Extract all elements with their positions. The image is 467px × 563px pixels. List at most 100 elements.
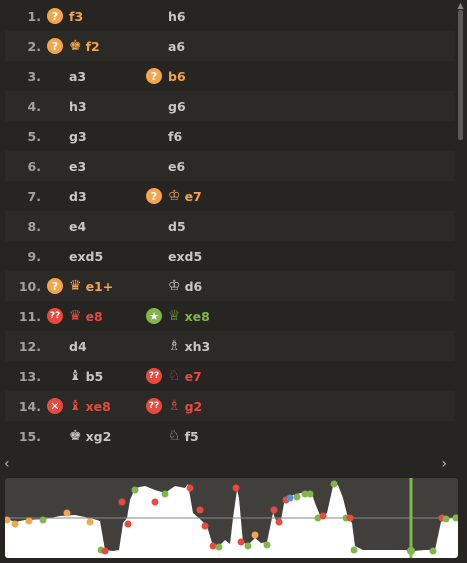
move-san: e8 — [85, 308, 103, 324]
move-san: e6 — [168, 158, 186, 174]
black-move[interactable]: ?? ♘ e7 — [146, 361, 202, 391]
piece-icon: ♚ — [69, 38, 82, 54]
black-move[interactable]: g6 — [146, 91, 186, 121]
move-number: 13. — [18, 368, 41, 384]
move-row: 2. ? ♚ f2 a6 — [5, 31, 454, 61]
piece-icon: ♝ — [69, 368, 82, 384]
piece-icon: ♔ — [168, 278, 181, 294]
move-san: exd5 — [69, 248, 104, 264]
scroll-right-chevron-icon[interactable]: › — [441, 456, 447, 472]
move-san: xh3 — [184, 338, 211, 354]
piece-icon: ♛ — [69, 278, 82, 294]
move-san: d4 — [69, 338, 87, 354]
move-row: 3. a3 ? b6 — [5, 61, 454, 91]
move-san: xe8 — [184, 308, 210, 324]
scrollbar-thumb[interactable] — [458, 10, 463, 140]
white-move[interactable]: ? ♚ f2 — [47, 31, 100, 61]
inacc-badge-icon: ? — [47, 8, 63, 24]
vertical-scrollbar[interactable]: ▲ — [454, 0, 467, 450]
black-move[interactable]: exd5 — [146, 241, 202, 271]
horizontal-scroll-controls: ‹ › — [0, 456, 467, 472]
move-number: 10. — [18, 278, 41, 294]
scroll-left-chevron-icon[interactable]: ‹ — [4, 456, 10, 472]
white-move[interactable]: d3 — [47, 181, 87, 211]
white-move[interactable]: g3 — [47, 121, 87, 151]
piece-icon: ♝ — [69, 398, 82, 414]
scroll-up-arrow-icon[interactable]: ▲ — [457, 1, 464, 10]
black-move[interactable]: h6 — [146, 1, 186, 31]
move-san: h3 — [69, 98, 87, 114]
brilliant-badge-icon: ★ — [146, 308, 162, 324]
white-move[interactable]: ? ♛ e1+ — [47, 271, 113, 301]
piece-icon: ♘ — [168, 368, 181, 384]
inacc-badge-icon: ? — [47, 278, 63, 294]
white-move[interactable]: e4 — [47, 211, 86, 241]
black-move[interactable]: ? b6 — [146, 61, 186, 91]
move-number: 1. — [27, 8, 41, 24]
move-number: 2. — [27, 38, 41, 54]
black-move[interactable]: e6 — [146, 151, 185, 181]
move-san: a3 — [69, 68, 87, 84]
move-san: d5 — [168, 218, 186, 234]
black-move[interactable]: ♘ f5 — [146, 421, 199, 450]
move-row: 15. ♚ xg2 ♘ f5 — [5, 421, 454, 450]
white-move[interactable]: ♝ b5 — [47, 361, 103, 391]
blunder-badge-icon: ?? — [47, 308, 63, 324]
white-move[interactable]: ?? ♛ e8 — [47, 301, 103, 331]
white-move[interactable]: ♚ xg2 — [47, 421, 111, 450]
move-number: 4. — [27, 98, 41, 114]
move-row: 5. g3 f6 — [5, 121, 454, 151]
move-san: e4 — [69, 218, 87, 234]
piece-icon: ♛ — [69, 308, 82, 324]
move-row: 12. d4 ♗ xh3 — [5, 331, 454, 361]
evaluation-graph-svg[interactable] — [5, 478, 458, 558]
graph-dots — [5, 480, 458, 555]
move-number: 7. — [27, 188, 41, 204]
move-number: 8. — [27, 218, 41, 234]
move-san: f6 — [168, 128, 183, 144]
black-move[interactable]: ?? ♗ g2 — [146, 391, 202, 421]
white-move[interactable]: ? f3 — [47, 1, 83, 31]
black-move[interactable]: ♔ d6 — [146, 271, 202, 301]
black-move[interactable]: a6 — [146, 31, 185, 61]
inacc-badge-icon: ? — [146, 188, 162, 204]
move-san: h6 — [168, 8, 186, 24]
black-move[interactable]: d5 — [146, 211, 186, 241]
move-row: 14. ✕ ♝ xe8?? ♗ g2 — [5, 391, 454, 421]
move-row: 11.?? ♛ e8 ★ ♕ xe8 — [5, 301, 454, 331]
piece-icon: ♘ — [168, 428, 181, 444]
move-san: e7 — [184, 368, 202, 384]
move-row: 10.? ♛ e1+ ♔ d6 — [5, 271, 454, 301]
white-move[interactable]: h3 — [47, 91, 87, 121]
move-san: xg2 — [85, 428, 112, 444]
move-number: 3. — [27, 68, 41, 84]
move-number: 9. — [27, 248, 41, 264]
miss-badge-icon: ✕ — [47, 398, 63, 414]
evaluation-graph[interactable] — [5, 478, 458, 558]
black-move[interactable]: ? ♔ e7 — [146, 181, 202, 211]
black-move[interactable]: ★ ♕ xe8 — [146, 301, 210, 331]
white-move[interactable]: a3 — [47, 61, 86, 91]
white-move[interactable]: d4 — [47, 331, 87, 361]
move-row: 7. d3? ♔ e7 — [5, 181, 454, 211]
move-san: e3 — [69, 158, 87, 174]
move-row: 13. ♝ b5 ?? ♘ e7 — [5, 361, 454, 391]
move-san: f3 — [69, 8, 84, 24]
white-move[interactable]: e3 — [47, 151, 86, 181]
black-move[interactable]: ♗ xh3 — [146, 331, 210, 361]
piece-icon: ♚ — [69, 428, 82, 444]
piece-icon: ♗ — [168, 398, 181, 414]
move-san: g2 — [184, 398, 203, 414]
white-move[interactable]: exd5 — [47, 241, 103, 271]
move-number: 6. — [27, 158, 41, 174]
move-number: 11. — [18, 308, 41, 324]
piece-icon: ♗ — [168, 338, 181, 354]
move-san: e1+ — [85, 278, 114, 294]
move-san: b6 — [168, 68, 186, 84]
move-san: d3 — [69, 188, 87, 204]
white-move[interactable]: ✕ ♝ xe8 — [47, 391, 111, 421]
piece-icon: ♔ — [168, 188, 181, 204]
black-move[interactable]: f6 — [146, 121, 182, 151]
move-san: f2 — [85, 38, 100, 54]
move-number: 15. — [18, 428, 41, 444]
